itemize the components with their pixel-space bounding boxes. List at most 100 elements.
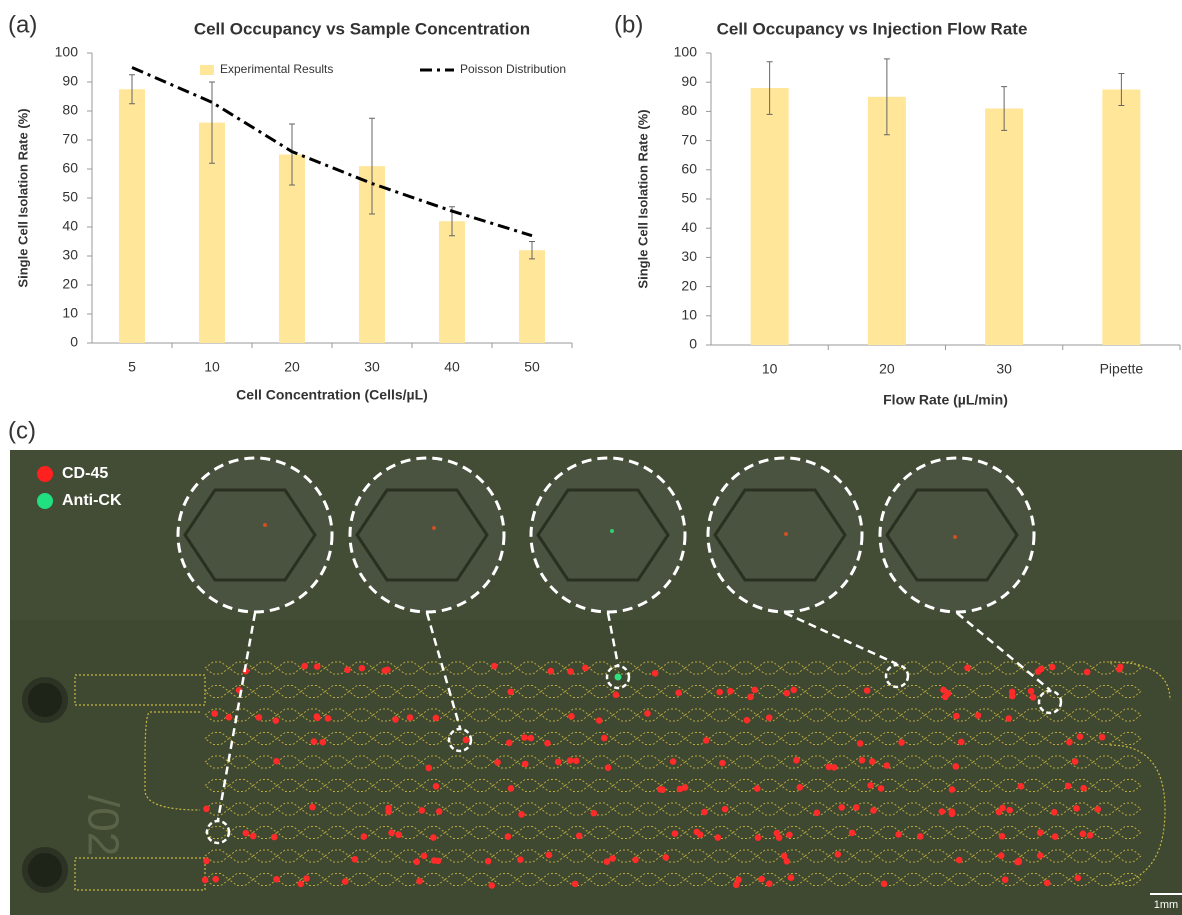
cell (883, 762, 891, 769)
cell (681, 784, 689, 791)
cell (1116, 663, 1124, 671)
cell (303, 875, 310, 882)
cell (582, 664, 589, 672)
error-bar (289, 123, 295, 186)
cell (948, 786, 956, 793)
cell (211, 710, 218, 717)
cell (360, 833, 368, 840)
cell (790, 686, 798, 694)
cell (392, 716, 399, 723)
cell (721, 805, 729, 813)
cell (813, 809, 821, 817)
y-tick-label: 80 (62, 102, 78, 118)
zoom-chamber (713, 488, 847, 582)
y-axis-label: Single Cell Isolation Rate (%) (635, 109, 650, 288)
error-bar (369, 117, 375, 215)
cell (547, 667, 555, 675)
x-tick-label: 20 (284, 359, 300, 375)
cell (735, 876, 742, 884)
cell (1051, 833, 1059, 840)
y-tick-label: 20 (681, 277, 697, 293)
cell (702, 737, 710, 744)
y-tick-label: 50 (62, 189, 78, 205)
bar (985, 108, 1024, 345)
chip-engraving: /02 (78, 795, 127, 856)
bar (867, 96, 906, 345)
cell (953, 712, 960, 720)
cell (249, 832, 257, 840)
cell (701, 808, 708, 816)
x-tick-label: 30 (364, 359, 380, 375)
y-tick-label: 10 (62, 305, 78, 321)
cell (573, 757, 580, 765)
cell (1080, 784, 1087, 792)
bar (1102, 89, 1141, 345)
cell (1017, 783, 1025, 790)
zoom-target (205, 819, 231, 845)
cell (358, 664, 366, 672)
cell (787, 874, 795, 881)
chart-title: Cell Occupancy vs Sample Concentration (194, 19, 530, 38)
y-tick-label: 0 (70, 334, 78, 350)
chamber-row (204, 779, 1142, 792)
cell (273, 757, 280, 765)
cell (955, 856, 963, 864)
cell (948, 808, 956, 815)
cell (838, 804, 846, 811)
y-tick-label: 40 (62, 218, 78, 234)
cell (856, 740, 864, 747)
cell (1071, 758, 1079, 765)
cell (554, 758, 562, 766)
zoom-target (605, 664, 631, 690)
cell (783, 689, 791, 697)
y-tick-label: 50 (681, 190, 697, 206)
cell (273, 875, 280, 883)
cell (997, 852, 1005, 859)
cell (301, 662, 308, 670)
cell (938, 808, 946, 815)
cell (568, 712, 575, 720)
cell (719, 759, 726, 767)
chamber-row (204, 732, 1142, 745)
error-bar (883, 58, 890, 136)
cell (1005, 715, 1013, 722)
port (22, 847, 68, 893)
cell (1043, 879, 1051, 887)
cell (201, 876, 209, 884)
error-bar (209, 81, 215, 164)
cell (270, 833, 278, 841)
cell (225, 714, 233, 721)
cell (595, 717, 603, 724)
x-tick-label: 40 (444, 359, 460, 375)
cell (941, 693, 949, 701)
cell (571, 880, 579, 888)
cell (242, 829, 250, 837)
cell (1083, 668, 1091, 676)
cell (895, 831, 902, 838)
zoom-view (529, 456, 687, 614)
cell (309, 803, 316, 811)
cell (420, 852, 428, 860)
cell (1034, 668, 1042, 675)
cell (521, 734, 528, 741)
legend-swatch (200, 65, 214, 75)
cell (651, 670, 659, 677)
cell (1079, 830, 1087, 838)
cell (898, 739, 905, 746)
cell (507, 688, 514, 696)
zoom-cell (432, 526, 436, 530)
cell (494, 759, 501, 766)
panel-label: (c) (8, 417, 36, 444)
cell (863, 687, 871, 694)
cell (416, 877, 423, 885)
cell (413, 858, 421, 866)
inlet (74, 674, 206, 891)
cell (870, 807, 877, 814)
chart-title: Cell Occupancy vs Injection Flow Rate (717, 19, 1028, 38)
cell (490, 662, 498, 670)
scale-bar-label: 1mm (1154, 899, 1178, 911)
cell (676, 785, 684, 793)
zoom-connector (425, 612, 462, 729)
cell (868, 758, 876, 765)
micrograph: /02 CD-45 Anti-CK 1mm (10, 450, 1182, 915)
